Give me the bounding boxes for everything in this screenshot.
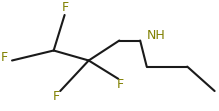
Text: F: F [52,90,59,103]
Text: NH: NH [146,29,165,42]
Text: F: F [0,51,7,64]
Text: F: F [117,78,124,91]
Text: F: F [62,1,69,14]
